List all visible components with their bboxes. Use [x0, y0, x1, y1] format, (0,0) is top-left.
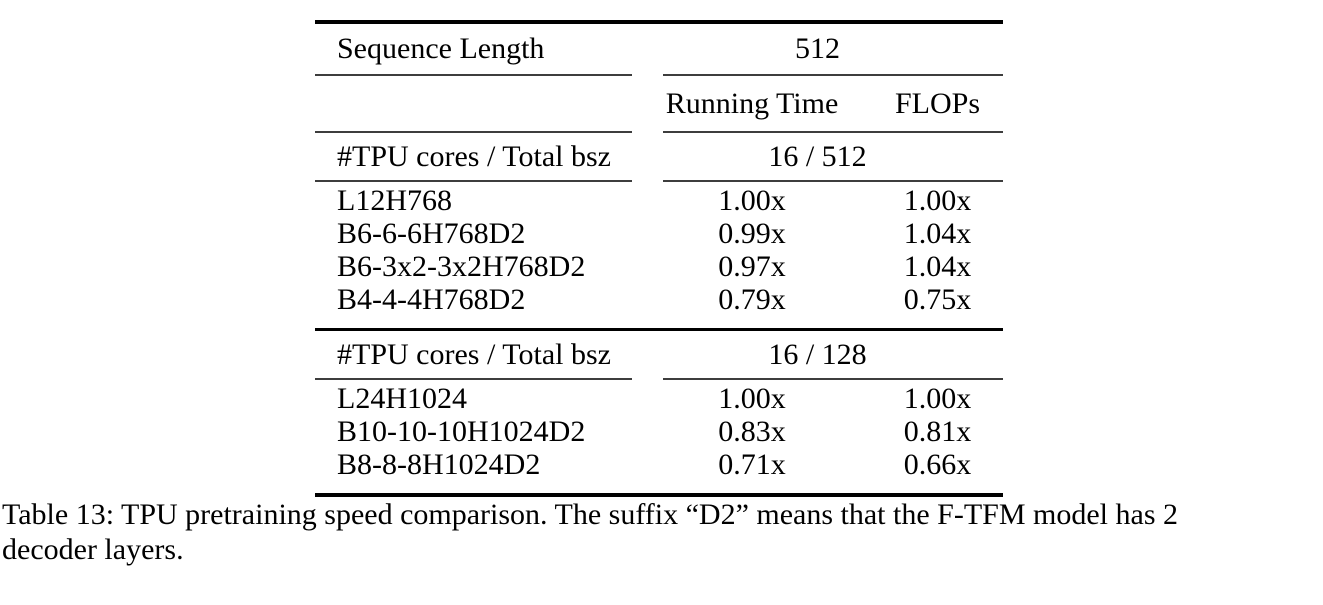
running-time-value: 0.97x [718, 249, 786, 283]
table-row: B6-6-6H768D2 0.99x 1.04x [315, 217, 1003, 250]
group-row-2: #TPU cores / Total bsz 16 / 128 [315, 331, 1003, 378]
flops-value: 1.00x [903, 381, 972, 415]
model-name: B10-10-10H1024D2 [337, 414, 586, 448]
running-time-value: 0.71x [718, 447, 786, 481]
group-value: 16 / 512 [768, 139, 867, 173]
sequence-length-label: Sequence Length [337, 32, 545, 65]
caption-line-1: Table 13: TPU pretraining speed comparis… [2, 498, 1179, 531]
running-time-value: 0.99x [718, 216, 786, 250]
table-row: B4-4-4H768D2 0.79x 0.75x [315, 283, 1003, 316]
rule-segment-left [315, 378, 632, 380]
rule-segment-right [663, 378, 1003, 380]
table-top-rule [315, 20, 1003, 24]
group-label: #TPU cores / Total bsz [337, 139, 611, 173]
table-row: B6-3x2-3x2H768D2 0.97x 1.04x [315, 250, 1003, 283]
sequence-length-value: 512 [795, 32, 840, 65]
table-row: L12H768 1.00x 1.00x [315, 184, 1003, 217]
table-mid-rule [315, 328, 1003, 331]
sequence-length-row: Sequence Length 512 [315, 24, 1003, 74]
model-name: B8-8-8H1024D2 [337, 447, 541, 481]
model-name: L12H768 [337, 183, 452, 217]
group-row-1: #TPU cores / Total bsz 16 / 512 [315, 133, 1003, 180]
data-section-1: L12H768 1.00x 1.00x B6-6-6H768D2 0.99x 1… [315, 182, 1003, 328]
rule-segment-right [663, 74, 1003, 76]
metric-header-row: Running Time FLOPs [315, 76, 1003, 131]
model-name: L24H1024 [337, 381, 467, 415]
table-row: L24H1024 1.00x 1.00x [315, 382, 1003, 415]
group-label: #TPU cores / Total bsz [337, 337, 611, 371]
running-time-value: 1.00x [718, 183, 786, 217]
rule-segment-left [315, 180, 632, 182]
running-time-header: Running Time [665, 86, 839, 120]
rule-divider [315, 74, 1003, 76]
rule-segment-left [315, 74, 632, 76]
data-section-2: L24H1024 1.00x 1.00x B10-10-10H1024D2 0.… [315, 380, 1003, 493]
paper-page: Sequence Length 512 Running Time FLOPs #… [0, 20, 1323, 605]
flops-value: 1.00x [903, 183, 972, 217]
running-time-value: 1.00x [718, 381, 786, 415]
flops-value: 1.04x [903, 216, 972, 250]
caption-line-2: decoder layers. [2, 533, 184, 566]
running-time-value: 0.79x [718, 282, 786, 316]
rule-segment-right [663, 131, 1003, 133]
flops-value: 0.66x [903, 447, 972, 481]
model-name: B6-3x2-3x2H768D2 [337, 249, 586, 283]
table-caption: Table 13: TPU pretraining speed comparis… [2, 497, 1323, 567]
rule-divider [315, 131, 1003, 133]
rule-divider [315, 378, 1003, 380]
model-name: B4-4-4H768D2 [337, 282, 526, 316]
table-row: B8-8-8H1024D2 0.71x 0.66x [315, 448, 1003, 481]
rule-segment-left [315, 131, 632, 133]
table-row: B10-10-10H1024D2 0.83x 0.81x [315, 415, 1003, 448]
running-time-value: 0.83x [718, 414, 786, 448]
paper-table: Sequence Length 512 Running Time FLOPs #… [315, 20, 1003, 497]
table-bottom-rule [315, 493, 1003, 497]
rule-segment-right [663, 180, 1003, 182]
rule-divider [315, 180, 1003, 182]
flops-value: 1.04x [903, 249, 972, 283]
group-value: 16 / 128 [768, 337, 867, 371]
flops-value: 0.81x [903, 414, 972, 448]
flops-value: 0.75x [903, 282, 972, 316]
flops-header: FLOPs [894, 86, 981, 120]
model-name: B6-6-6H768D2 [337, 216, 526, 250]
